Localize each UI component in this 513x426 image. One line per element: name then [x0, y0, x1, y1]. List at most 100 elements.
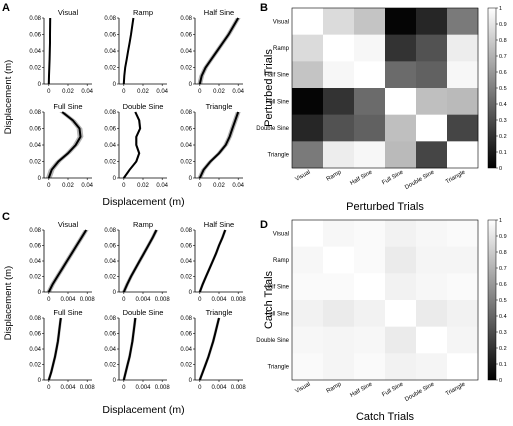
heatmap-cell [447, 220, 479, 247]
panel-a-y-axis-label: Displacement (m) [3, 60, 14, 134]
y-tick-label: 0 [38, 290, 42, 296]
x-tick-label: 0.008 [155, 297, 171, 303]
subplot-title: Ramp [133, 8, 153, 17]
heatmap-cell [354, 326, 386, 354]
mean-trajectory [47, 229, 88, 293]
row-label: Ramp [273, 258, 290, 264]
panel-a-x-axis-label: Displacement (m) [102, 196, 184, 208]
subplot-title: Half Sine [204, 220, 234, 229]
y-tick-label: 0.08 [180, 228, 192, 234]
x-tick-label: 0.04 [232, 183, 244, 189]
subplot-title: Full Sine [53, 102, 82, 111]
y-tick-label: 0.06 [29, 332, 41, 338]
y-tick-label: 0 [113, 176, 117, 182]
y-tick-label: 0 [113, 82, 117, 88]
mean-trajectory [122, 111, 142, 179]
heatmap-cell [385, 114, 417, 142]
x-tick-label: 0.04 [156, 89, 168, 95]
x-tick-label: 0.004 [135, 297, 151, 303]
y-tick-label: 0.06 [29, 33, 41, 39]
panel-b-y-axis-label: Perturbed Trials [263, 49, 275, 127]
colorbar-tick-label: 0.2 [499, 134, 507, 140]
row-label: Full Sine [266, 99, 290, 105]
x-tick-label: 0.004 [60, 385, 76, 391]
y-tick-label: 0.06 [180, 33, 192, 39]
y-tick-label: 0.06 [104, 332, 116, 338]
colorbar-tick-label: 0.9 [499, 234, 507, 240]
y-tick-label: 0.08 [104, 16, 116, 22]
panel-c-subplot-half-sine: Half Sine 0 0.02 0.04 0.06 0.08 0 0.004 0.008 [180, 220, 246, 303]
heatmap-cell [354, 88, 386, 115]
y-tick-label: 0.06 [104, 244, 116, 250]
x-tick-label: 0.004 [135, 385, 151, 391]
y-tick-label: 0 [189, 290, 193, 296]
x-tick-label: 0.004 [60, 297, 76, 303]
panel-c-subplot-ramp: Ramp 0 0.02 0.04 0.06 0.08 0 0.004 0.008 [104, 220, 170, 303]
panel-a-letter: A [2, 2, 10, 14]
x-tick-label: 0 [47, 385, 51, 391]
y-tick-label: 0.02 [104, 363, 116, 369]
y-tick-label: 0.02 [29, 275, 41, 281]
colorbar-tick-label: 0.5 [499, 86, 507, 92]
heatmap-cell [354, 8, 386, 35]
column-label: Double Sine [404, 381, 436, 403]
heatmap-cell [416, 61, 448, 89]
column-label: Ramp [326, 381, 343, 395]
heatmap-cell [292, 34, 324, 62]
heatmap-frame [291, 219, 479, 381]
subplot-title: Visual [58, 8, 79, 17]
heatmap-cell [323, 326, 355, 354]
heatmap-cell [385, 88, 417, 115]
panel-a-subplot-full-sine: Full Sine 0 0.02 0.04 0.06 0.08 0 0.02 0.04 [29, 102, 93, 189]
heatmap-cell [447, 300, 479, 327]
row-label: Double Sine [256, 126, 289, 132]
x-tick-label: 0 [198, 385, 202, 391]
heatmap-cell [323, 353, 355, 381]
variability-band [197, 112, 241, 178]
column-label: Visual [294, 382, 311, 395]
y-tick-label: 0.04 [29, 347, 41, 353]
heatmap-cell [385, 141, 417, 169]
subplot-title: Double Sine [123, 308, 164, 317]
heatmap-cell [416, 300, 448, 327]
heatmap-cell [416, 220, 448, 247]
x-tick-label: 0.02 [62, 89, 74, 95]
heatmap-cell [292, 114, 324, 142]
heatmap-cell [385, 61, 417, 89]
column-label: Half Sine [349, 169, 374, 187]
heatmap-cell [323, 8, 355, 35]
row-label: Visual [273, 19, 289, 25]
heatmap-cell [323, 141, 355, 169]
y-tick-label: 0.06 [180, 244, 192, 250]
x-tick-label: 0.004 [211, 385, 227, 391]
y-tick-label: 0.06 [180, 127, 192, 133]
y-tick-label: 0.08 [29, 316, 41, 322]
x-tick-label: 0.04 [81, 89, 93, 95]
heatmap-cell [292, 353, 324, 381]
column-label: Half Sine [349, 381, 374, 399]
y-tick-label: 0.08 [104, 316, 116, 322]
y-tick-label: 0.02 [29, 66, 41, 72]
y-tick-label: 0 [189, 378, 193, 384]
y-tick-label: 0.06 [180, 332, 192, 338]
colorbar-tick-label: 0.3 [499, 330, 507, 336]
mean-trajectory [122, 17, 135, 85]
x-tick-label: 0.02 [213, 183, 225, 189]
column-label: Full Sine [381, 381, 405, 398]
y-tick-label: 0.02 [104, 66, 116, 72]
panel-c-subplot-visual: Visual 0 0.02 0.04 0.06 0.08 0 0.004 0.008 [29, 220, 95, 303]
y-tick-label: 0 [38, 378, 42, 384]
x-tick-label: 0.008 [155, 385, 171, 391]
colorbar-tick-label: 0.5 [499, 298, 507, 304]
heatmap-cell [323, 34, 355, 62]
x-tick-label: 0 [47, 297, 51, 303]
heatmap-cell [323, 300, 355, 327]
heatmap-cell [447, 326, 479, 354]
mean-trajectory [198, 17, 240, 85]
panel-a-subplot-double-sine: Double Sine 0 0.02 0.04 0.06 0.08 0 0.02 0.04 [104, 102, 168, 189]
column-label: Visual [294, 170, 311, 183]
heatmap-cell [292, 273, 324, 301]
x-tick-label: 0.04 [81, 183, 93, 189]
heatmap-cell [354, 300, 386, 327]
